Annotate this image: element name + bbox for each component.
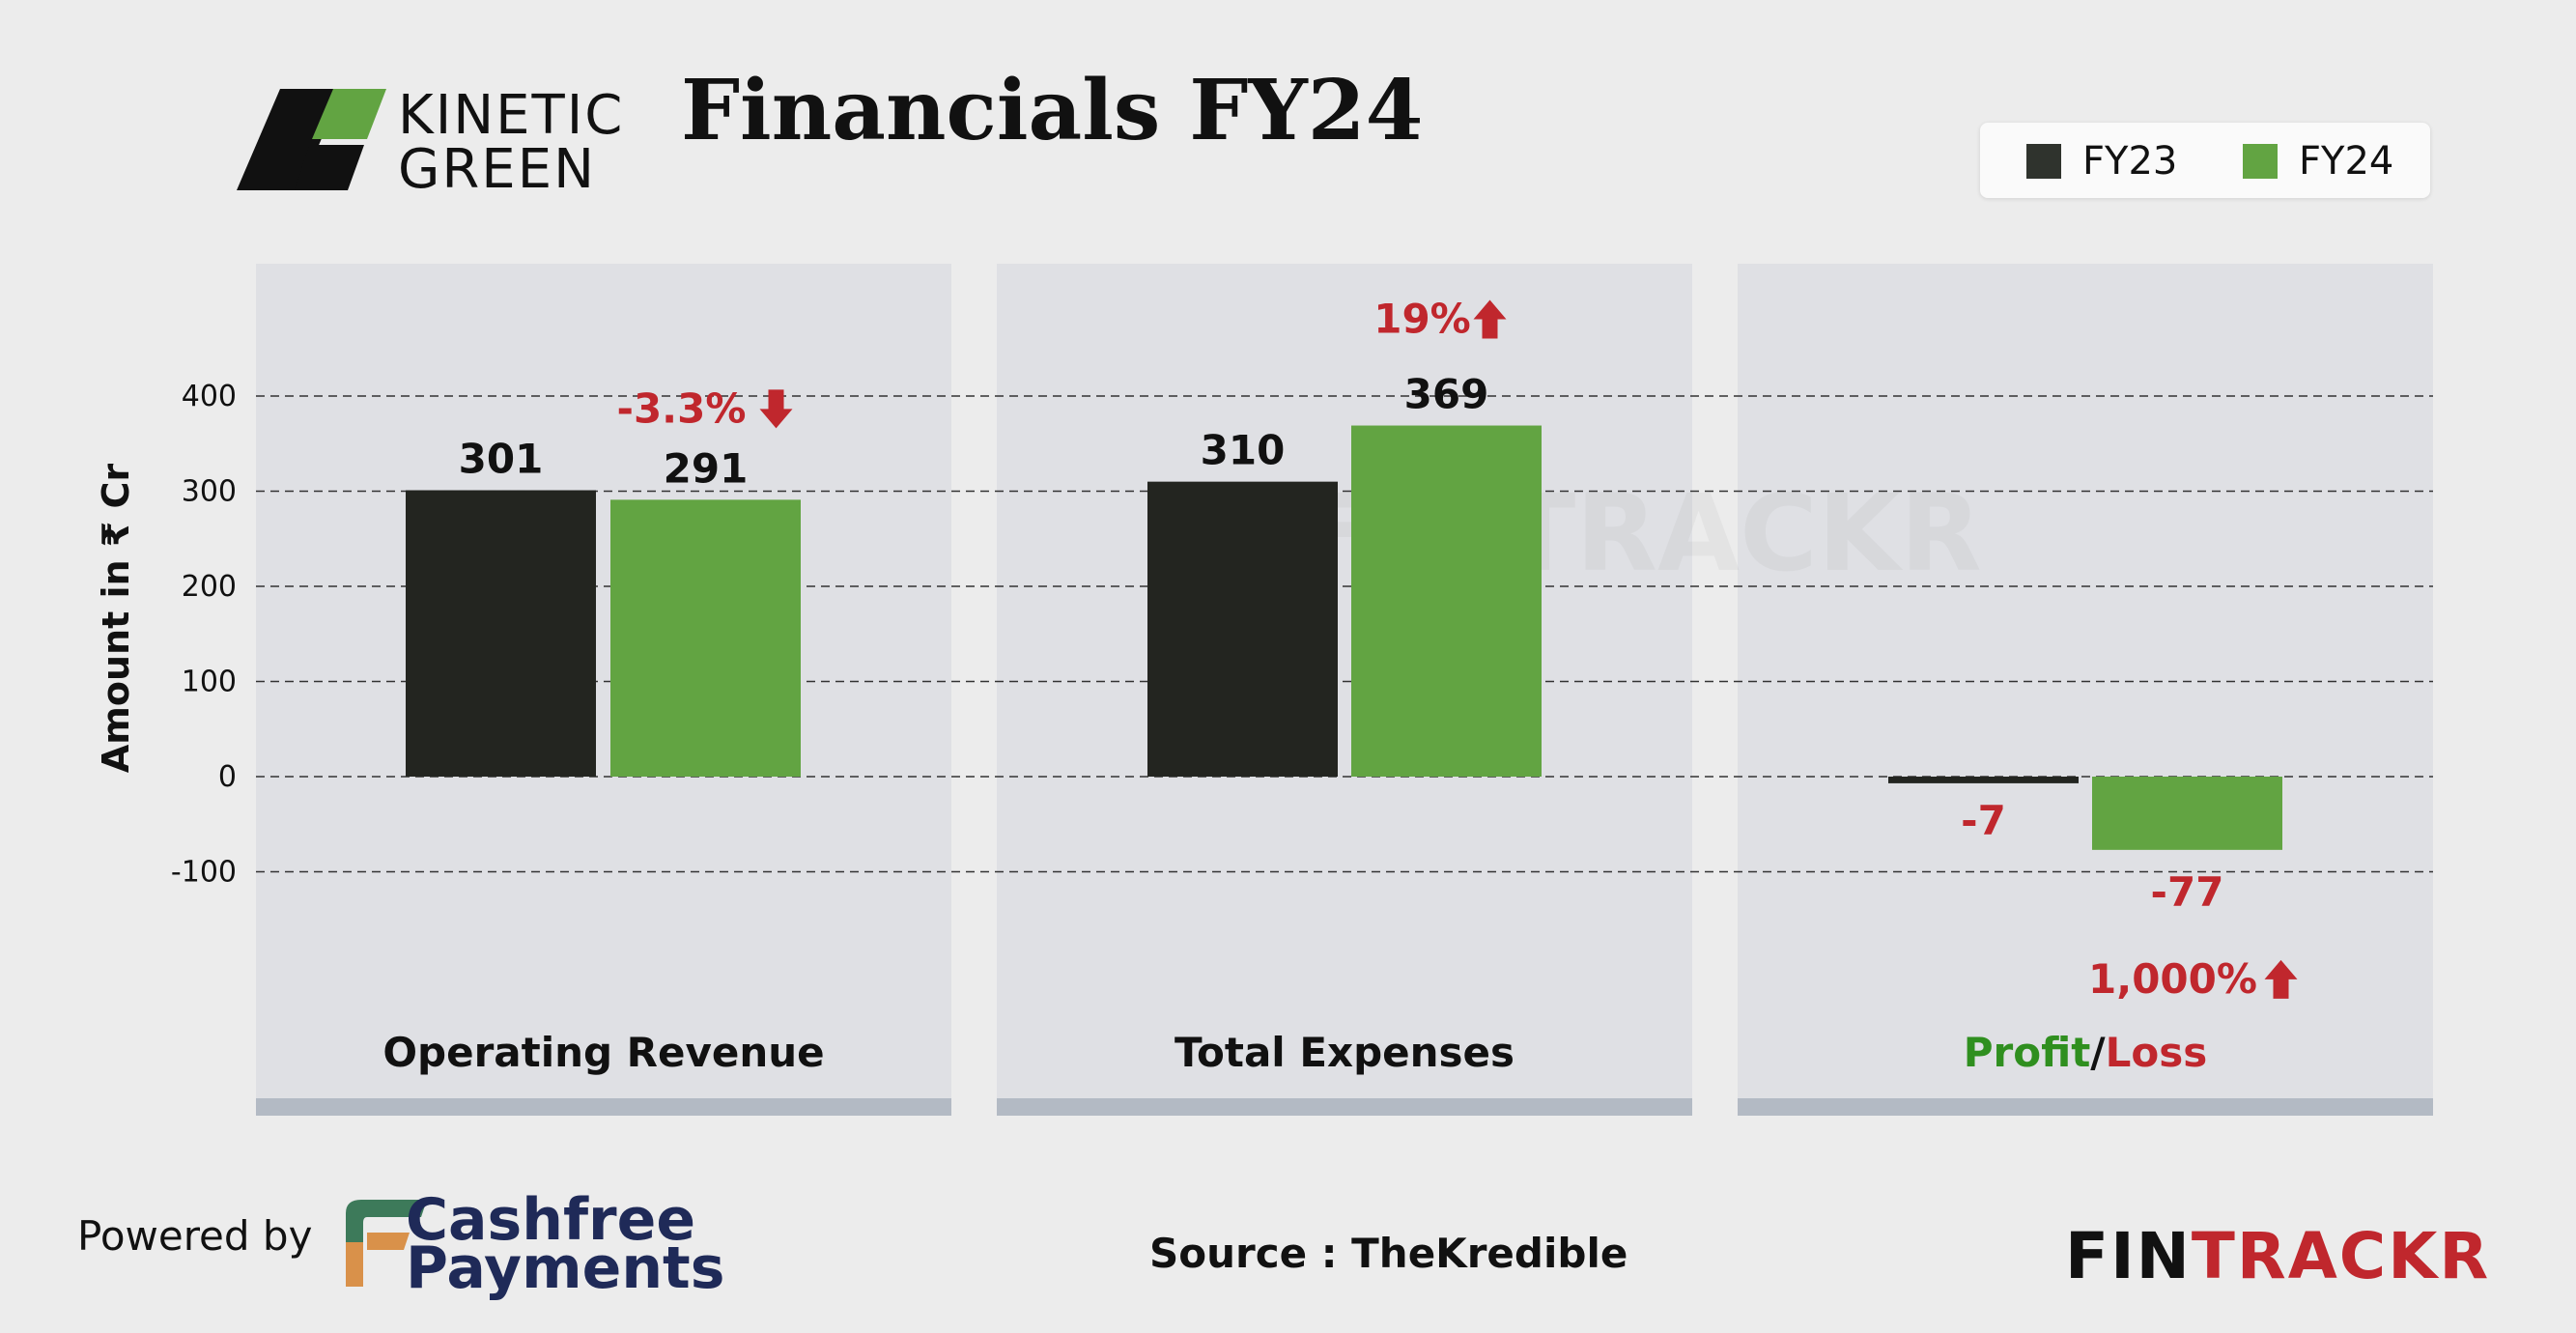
change-label-operating-revenue: -3.3% [617,384,747,432]
cashfree-logo-icon [346,1200,427,1287]
y-tick-200: 200 [182,570,237,604]
chart-legend: FY23 FY24 [1980,123,2430,198]
panel-bottom-bar-2 [997,1098,1692,1116]
category-label-profit-loss: Profit/Loss [1964,1029,2208,1076]
data-label-fy24-profit-loss: -77 [2151,868,2224,916]
loss-word: Loss [2106,1029,2208,1076]
change-label-profit-loss: 1,000% [2088,955,2257,1003]
brand-line2: GREEN [398,138,596,201]
y-tick-0: 0 [218,760,237,794]
legend-item-fy23: FY23 [2026,142,2177,181]
panel-bottom-bar-3 [1738,1098,2433,1116]
legend-label-fy24: FY24 [2299,139,2394,184]
legend-swatch-fy23 [2026,144,2061,179]
data-label-fy24-total-expenses: 369 [1404,371,1489,418]
fintrackr-part2: TRACKR [2191,1219,2491,1293]
cashfree-line2: Payments [406,1234,725,1302]
brand-line1: KINETIC [398,84,625,147]
legend-label-fy23: FY23 [2082,139,2178,184]
arrow-down-icon [759,389,793,429]
panel-bottom-bar-1 [256,1098,951,1116]
panel-2 [997,264,1692,1116]
bar-fy23-profit-loss [1888,777,2079,783]
powered-by-label: Powered by [77,1212,313,1260]
data-label-fy24-operating-revenue: 291 [664,444,749,492]
y-tick-100: 100 [182,666,237,699]
data-label-fy23-total-expenses: 310 [1201,427,1286,474]
fintrackr-part1: FIN [2065,1219,2192,1293]
y-tick--100: -100 [171,856,237,890]
legend-swatch-fy24 [2243,144,2278,179]
change-label-total-expenses: 19% [1373,296,1471,343]
bar-fy23-operating-revenue [406,490,596,777]
bar-fy23-total-expenses [1147,481,1338,777]
cashfree-line1: Cashfree [406,1186,696,1254]
data-label-fy23-profit-loss: -7 [1961,797,2006,844]
category-label-operating-revenue: Operating Revenue [382,1029,824,1076]
legend-item-fy24: FY24 [2243,142,2393,181]
profit-word: Profit [1964,1029,2091,1076]
bar-fy24-total-expenses [1351,425,1542,777]
category-label-total-expenses: Total Expenses [1175,1029,1514,1076]
bar-fy24-profit-loss [2092,777,2282,850]
bar-fy24-operating-revenue [610,499,801,777]
kinetic-green-logo-icon [237,89,386,190]
y-tick-300: 300 [182,475,237,509]
y-axis-label: Amount in ₹ Cr [95,464,137,773]
panel-1 [256,264,951,1116]
data-label-fy23-operating-revenue: 301 [459,436,544,483]
fintrackr-logo: FINTRACKR [2065,1225,2490,1289]
y-tick-400: 400 [182,380,237,413]
profit-loss-separator: / [2090,1029,2106,1076]
page-title: Financials FY24 [681,62,1424,159]
arrow-up-icon [1473,299,1507,339]
arrow-up-icon [2264,959,2298,999]
panel-3 [1738,264,2433,1116]
source-label: Source : TheKredible [1149,1230,1628,1277]
